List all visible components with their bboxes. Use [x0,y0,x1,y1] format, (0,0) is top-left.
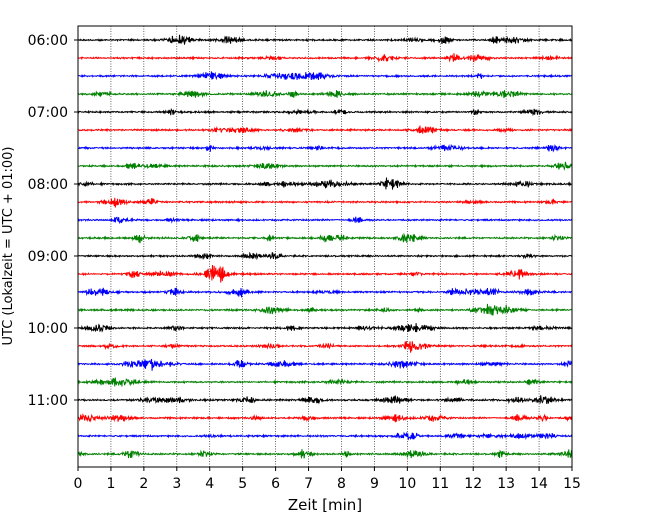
trace-1045 [77,377,573,387]
trace-1145 [77,449,573,459]
trace-1100 [77,395,573,405]
x-tick-label-1: 1 [106,476,115,492]
y-axis-label: UTC (Lokalzeit = UTC + 01:00) [1,147,16,346]
x-tick-label-5: 5 [238,476,247,492]
x-tick-label-4: 4 [205,476,214,492]
trace-1115 [77,412,573,423]
x-axis-label: Zeit [min] [288,496,362,514]
x-tick-label-2: 2 [139,476,148,492]
trace-0700 [77,107,573,117]
x-tick-label-0: 0 [74,476,83,492]
x-tick-label-12: 12 [464,476,482,492]
x-tick-label-13: 13 [497,476,515,492]
trace-0845 [77,232,573,244]
y-tick-label-5: 11:00 [28,393,68,409]
trace-0745 [77,161,573,171]
x-tick-label-6: 6 [271,476,280,492]
y-axis-ticks: 06:00 07:00 08:00 09:00 10:00 11:00 [28,33,78,409]
trace-0715 [77,125,573,134]
x-tick-label-8: 8 [337,476,346,492]
y-tick-label-0: 06:00 [28,33,68,49]
x-tick-label-10: 10 [398,476,416,492]
trace-0645 [77,89,573,99]
vertical-gridlines [110,26,540,467]
x-tick-label-11: 11 [431,476,449,492]
trace-0930 [77,287,573,298]
trace-1130 [77,431,573,441]
trace-0945 [77,303,573,316]
x-tick-label-15: 15 [563,476,581,492]
trace-0830 [77,216,573,225]
trace-0615 [77,53,573,63]
trace-1015 [77,340,573,353]
x-tick-label-3: 3 [172,476,181,492]
trace-0730 [77,143,573,153]
seismogram-traces [77,34,573,459]
trace-1000 [77,323,573,333]
trace-1030 [77,359,573,371]
y-tick-label-4: 10:00 [28,321,68,337]
trace-0915 [77,264,573,283]
x-tick-label-7: 7 [304,476,313,492]
trace-0630 [77,71,573,81]
trace-0600 [77,34,573,45]
y-tick-label-2: 08:00 [28,177,68,193]
trace-0815 [77,197,573,208]
trace-0800 [77,177,573,190]
trace-0900 [77,251,573,261]
x-axis-ticks: 0 1 2 3 4 5 6 7 8 9 10 11 12 13 14 15 [74,467,581,492]
plot-frame [77,25,573,468]
y-tick-label-1: 07:00 [28,105,68,121]
x-tick-label-9: 9 [370,476,379,492]
x-tick-label-14: 14 [530,476,548,492]
y-tick-label-3: 09:00 [28,249,68,265]
